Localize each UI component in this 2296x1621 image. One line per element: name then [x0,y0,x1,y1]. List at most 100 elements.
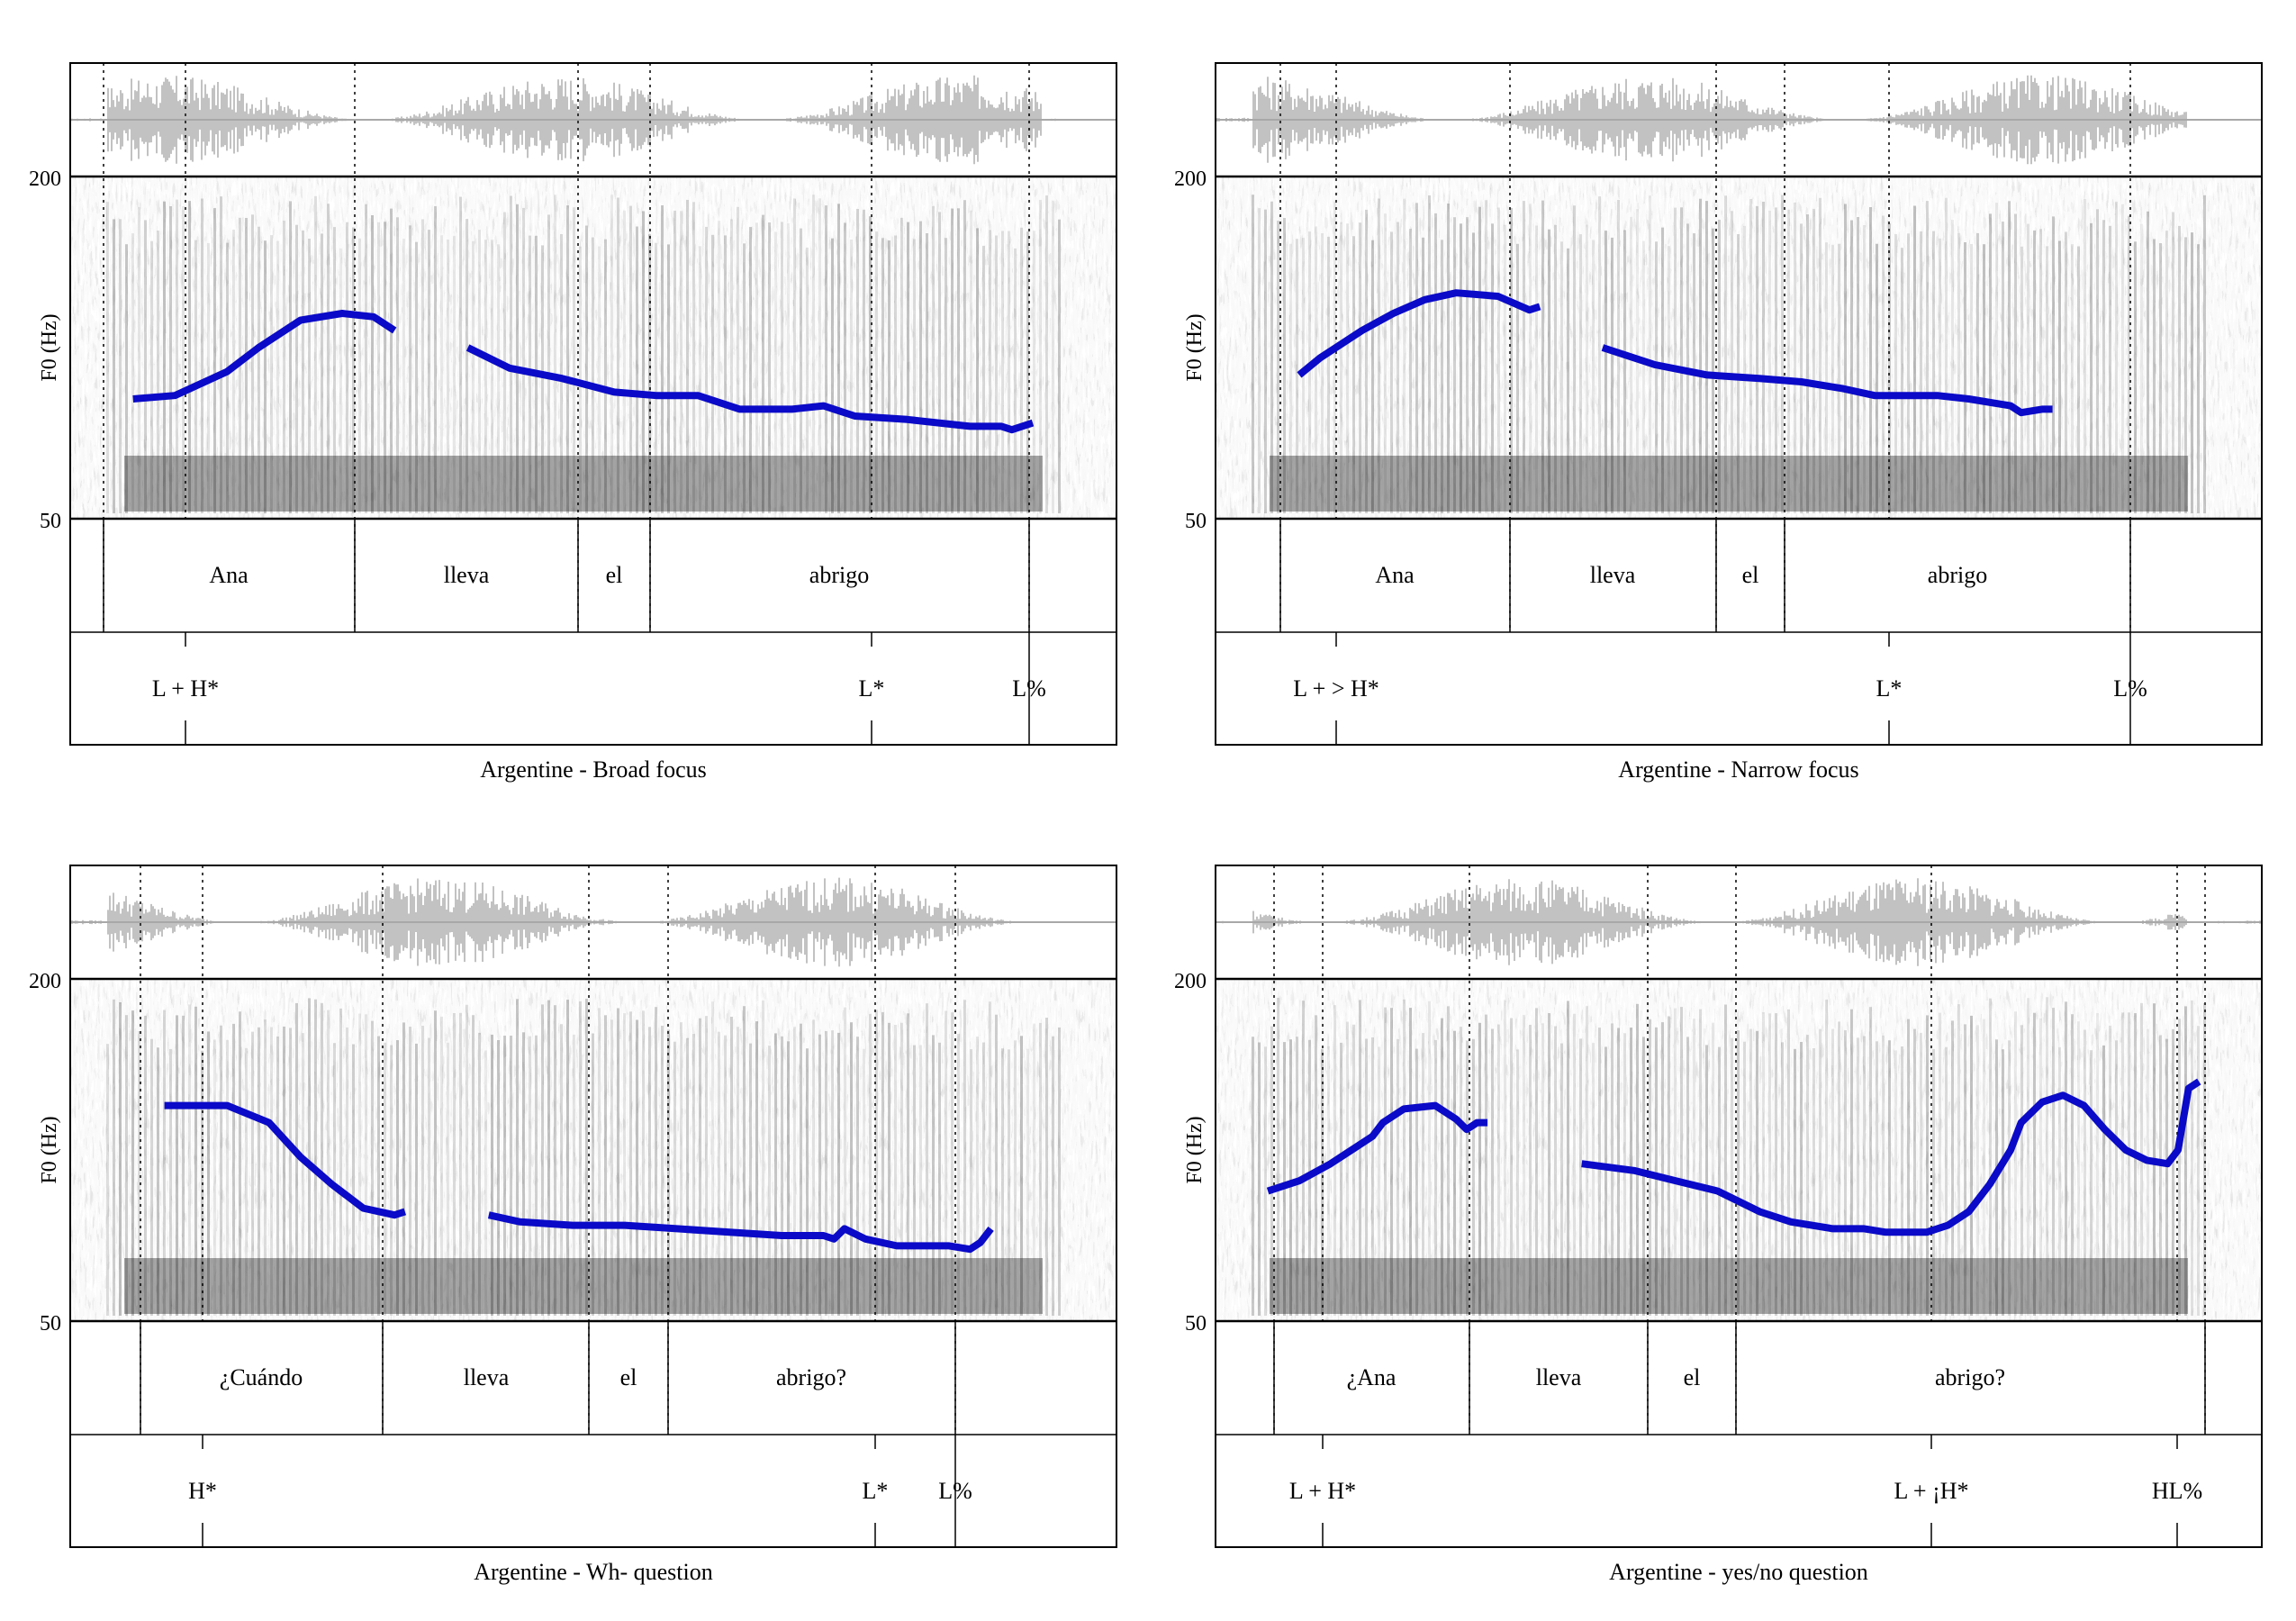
spectrogram-striation [642,211,645,513]
tone-label: L% [938,1478,972,1504]
spectrogram-striation [1598,196,1601,513]
spectrogram-striation [730,1017,733,1316]
spectrogram-striation [1428,1001,1431,1316]
y-axis-label: F0 (Hz) [1183,1116,1207,1183]
spectrogram-striation [1894,1050,1897,1316]
spectrogram-striation [1252,195,1254,513]
spectrogram-striation [2203,195,2206,514]
spectrogram-striation [270,1027,273,1316]
spectrogram-striation [365,1014,367,1316]
spectrogram-striation [573,207,575,513]
spectrogram-striation [1775,1013,1777,1316]
spectrogram-striation [220,1025,222,1316]
spectrogram-striation [1775,207,1777,513]
spectrogram-striation [1270,1026,1273,1316]
spectrogram-striation [1384,213,1387,513]
spectrogram-striation [1787,209,1790,513]
spectrogram-striation [1529,204,1532,513]
spectrogram-striation [2084,1029,2086,1316]
spectrogram-striation [270,235,273,513]
spectrogram-striation [806,247,809,513]
spectrogram-striation [1497,207,1500,513]
spectrogram-striation [560,1024,563,1316]
spectrogram-striation [194,240,197,513]
spectrogram-striation [1869,1007,1872,1316]
panel-frame [69,62,1117,746]
spectrogram-striation [1623,1033,1626,1316]
spectrogram-striation [844,222,846,513]
spectrogram-striation [1523,201,1525,513]
spectrogram-striation [2159,1035,2162,1316]
spectrogram-striation [1258,1042,1261,1316]
spectrogram-striation [692,1034,695,1316]
spectrogram-striation [213,208,216,513]
spectrogram-striation [837,1032,840,1316]
spectrogram-striation [308,239,311,513]
word-label: abrigo [809,562,869,588]
spectrogram-striation [800,1023,802,1316]
spectrogram-striation [125,244,128,513]
spectrogram-striation [2203,1003,2206,1316]
spectrogram-striation [793,1027,796,1316]
spectrogram-striation [604,239,607,513]
spectrogram-striation [749,1043,752,1316]
spectrogram-striation [484,1050,487,1316]
word-label: lleva [444,562,490,588]
spectrogram-striation [1327,1046,1330,1316]
spectrogram-striation [1472,232,1475,513]
spectrogram-striation [150,240,153,513]
spectrogram-striation [787,1041,790,1316]
spectrogram-striation [302,230,304,513]
spectrogram-striation [2121,1012,2124,1316]
spectrogram-striation [686,199,689,513]
waveform [1215,878,2262,966]
spectrogram-striation [1630,216,1632,514]
spectrogram-striation [1340,222,1342,513]
spectrogram-striation [1705,201,1708,513]
spectrogram-striation [1478,1022,1481,1316]
spectrogram-striation [1970,244,1973,513]
spectrogram-striation [453,235,456,513]
spectrogram-striation [1453,217,1456,513]
spectrogram-striation [1264,1046,1267,1316]
spectrogram-striation [1592,240,1595,513]
spectrogram-striation [1579,234,1582,513]
spectrogram-striation [1378,1046,1380,1316]
spectrogram-striation [711,234,714,513]
spectrogram-striation [113,219,115,513]
spectrogram-striation [207,1031,210,1316]
spectrogram-striation [2128,215,2130,513]
spectrogram-striation [346,222,348,513]
panel-frame [69,865,1117,1548]
spectrogram-striation [1384,1007,1387,1316]
spectrogram-striation [2046,246,2048,513]
spectrogram-striation [825,205,827,513]
spectrogram-striation [1252,1037,1254,1316]
spectrogram-striation [1844,204,1847,513]
spectrogram-striation [1045,1018,1048,1316]
spectrogram-striation [497,1040,500,1316]
spectrogram-striation [1058,219,1061,513]
spectrogram-striation [762,1000,764,1316]
spectrogram-striation [1485,200,1487,514]
spectrogram-striation [1434,1039,1437,1316]
spectrogram-striation [1541,1023,1544,1316]
spectrogram-striation [384,1042,386,1316]
spectrogram-striation [1964,1024,1966,1316]
panel-wh-question: 200 50 F0 (Hz) ¿Cuándo lleva el abrigo? … [29,865,1117,1585]
spectrogram-striation [932,1035,935,1316]
spectrogram-striation [1838,243,1840,513]
spectrogram-striation [743,1006,746,1316]
spectrogram-striation [1441,240,1443,513]
spectrogram-striation [169,1048,172,1316]
spectrogram-striation [1762,1012,1765,1316]
spectrogram-striation [793,198,796,513]
spectrogram-striation [629,205,632,513]
spectrogram-striation [2121,204,2124,513]
panel-broad-focus: 200 50 F0 (Hz) Ana lleva el abrigo L + H… [29,62,1117,783]
spectrogram-striation [321,233,323,513]
panel-frame [1215,865,2263,1548]
spectrogram-striation [478,230,481,513]
spectrogram-striation [1623,230,1626,513]
spectrogram-striation [610,195,613,514]
